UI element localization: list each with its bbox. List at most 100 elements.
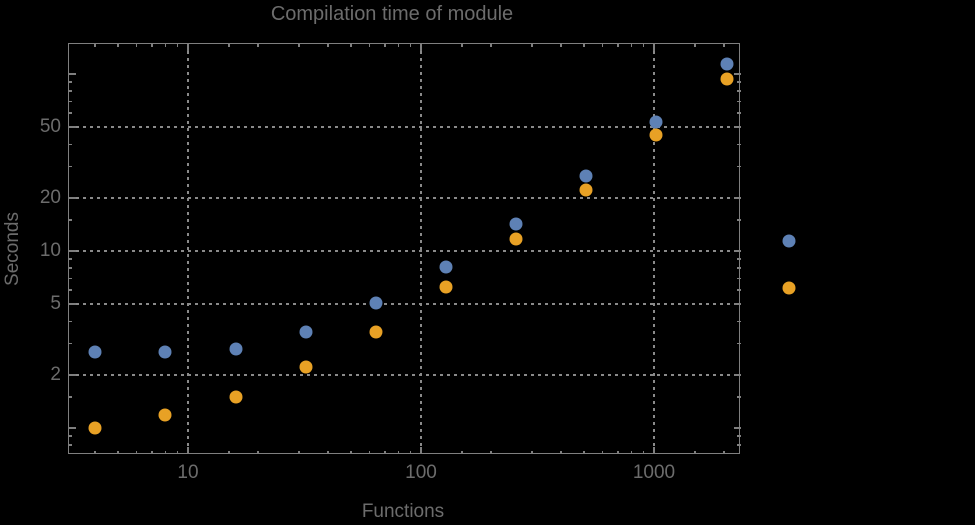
x-tick (94, 450, 97, 454)
y-tick (68, 73, 76, 75)
x-tick (490, 43, 492, 47)
y-tick (68, 81, 72, 83)
y-tick-label: 20 (39, 186, 61, 208)
x-tick (117, 450, 119, 454)
data-point-series-orange (509, 232, 523, 246)
x-tick (642, 450, 645, 454)
y-tick (68, 143, 72, 146)
x-tick (135, 450, 138, 454)
data-point-series-blue (720, 57, 734, 71)
y-tick (68, 165, 72, 168)
y-tick (737, 435, 741, 437)
data-point-series-orange (720, 72, 734, 86)
y-tick (68, 342, 72, 345)
y-gridline (68, 126, 741, 129)
y-tick (737, 320, 741, 323)
y-tick (737, 219, 741, 221)
x-tick (617, 450, 619, 454)
y-tick (733, 196, 741, 199)
y-tick (68, 90, 72, 92)
data-point-series-blue (88, 345, 102, 359)
data-point-series-blue (509, 217, 523, 231)
data-point-series-blue (579, 169, 593, 183)
x-tick (350, 43, 352, 47)
data-point-series-blue (649, 115, 663, 129)
x-tick (653, 43, 655, 51)
x-tick (298, 43, 300, 47)
chart-title: Compilation time of module (270, 3, 514, 25)
data-point-series-blue (299, 325, 313, 339)
x-tick (117, 43, 119, 47)
data-point-series-orange (439, 280, 453, 294)
y-tick (68, 277, 72, 280)
x-tick (601, 43, 604, 47)
y-gridline (68, 373, 741, 376)
x-tick (420, 43, 422, 51)
x-tick (327, 450, 330, 454)
y-tick (68, 258, 72, 260)
data-point-series-orange (158, 408, 172, 422)
x-tick (298, 450, 300, 454)
x-tick (583, 43, 585, 47)
x-tick (368, 450, 371, 454)
y-tick (737, 165, 741, 168)
y-tick (68, 303, 76, 306)
x-tick (384, 450, 386, 454)
y-gridline (68, 303, 741, 306)
y-tick (737, 143, 741, 146)
y-tick (737, 90, 741, 92)
y-tick (737, 396, 741, 398)
data-point-series-blue (158, 345, 172, 359)
y-axis-title: Seconds (2, 212, 23, 286)
data-point-series-blue (229, 342, 243, 356)
y-tick-label: 2 (50, 363, 61, 385)
y-tick (68, 250, 76, 252)
y-tick (68, 435, 72, 437)
x-tick (135, 43, 138, 47)
y-tick (733, 250, 741, 252)
x-tick (409, 43, 412, 47)
y-tick (68, 112, 72, 115)
y-tick (68, 196, 76, 199)
x-tick (560, 450, 563, 454)
y-tick-label: 50 (39, 116, 61, 138)
y-tick (733, 303, 741, 306)
x-tick (164, 450, 167, 454)
x-tick (630, 43, 633, 47)
y-tick (68, 219, 72, 221)
y-tick (733, 73, 741, 75)
x-tick (94, 43, 97, 47)
x-tick (176, 450, 179, 454)
x-tick (560, 43, 563, 47)
y-tick (733, 126, 741, 129)
x-tick (461, 43, 463, 47)
y-tick (737, 277, 741, 280)
y-tick-label: 10 (39, 240, 61, 261)
y-tick (68, 100, 72, 103)
x-tick (694, 43, 696, 47)
x-tick (409, 450, 412, 454)
x-tick (176, 43, 179, 47)
y-gridline (68, 250, 741, 252)
y-tick-label: 5 (50, 293, 61, 315)
x-tick (531, 43, 533, 47)
data-point-series-orange (579, 183, 593, 197)
x-tick (397, 43, 400, 47)
y-tick (68, 444, 72, 446)
x-gridline (653, 43, 655, 454)
y-tick (68, 396, 72, 398)
y-tick (737, 258, 741, 260)
x-tick (723, 43, 725, 47)
data-point-series-orange (299, 360, 313, 374)
x-tick (151, 43, 153, 47)
data-point-series-blue (439, 260, 453, 274)
x-tick (187, 447, 189, 454)
x-tick (420, 447, 422, 454)
x-tick (694, 450, 696, 454)
y-tick (737, 342, 741, 345)
x-tick (601, 450, 604, 454)
x-gridline (187, 43, 189, 454)
x-tick (642, 43, 645, 47)
x-tick (164, 43, 167, 47)
